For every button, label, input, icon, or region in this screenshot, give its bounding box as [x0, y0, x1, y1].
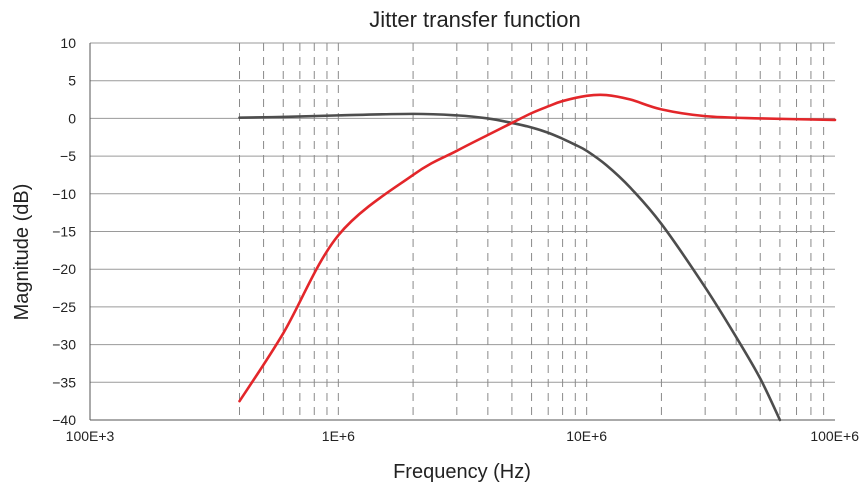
x-tick-label: 100E+6: [810, 428, 859, 444]
series-lines: [238, 93, 837, 422]
x-tick-label: 10E+6: [566, 428, 607, 444]
y-tick-label: −25: [52, 299, 76, 315]
y-tick-label: −10: [52, 186, 76, 202]
x-tick-label: 100E+3: [66, 428, 115, 444]
y-tick-label: −30: [52, 337, 76, 353]
y-tick-label: 5: [68, 73, 76, 89]
y-tick-label: −5: [60, 148, 76, 164]
y-axis-label: Magnitude (dB): [11, 184, 33, 321]
y-tick-label: 0: [68, 110, 76, 126]
series-line-red: [238, 93, 837, 403]
y-tick-label: −35: [52, 374, 76, 390]
grid: [90, 42, 835, 421]
x-tick-label: 1E+6: [322, 428, 355, 444]
y-tick-label: 10: [60, 35, 76, 51]
y-tick-label: −20: [52, 261, 76, 277]
y-tick-label: −40: [52, 412, 76, 428]
series-line-gray: [238, 112, 782, 422]
x-axis-label: Frequency (Hz): [393, 461, 531, 483]
y-tick-label: −15: [52, 224, 76, 240]
chart-title: Jitter transfer function: [369, 7, 581, 32]
